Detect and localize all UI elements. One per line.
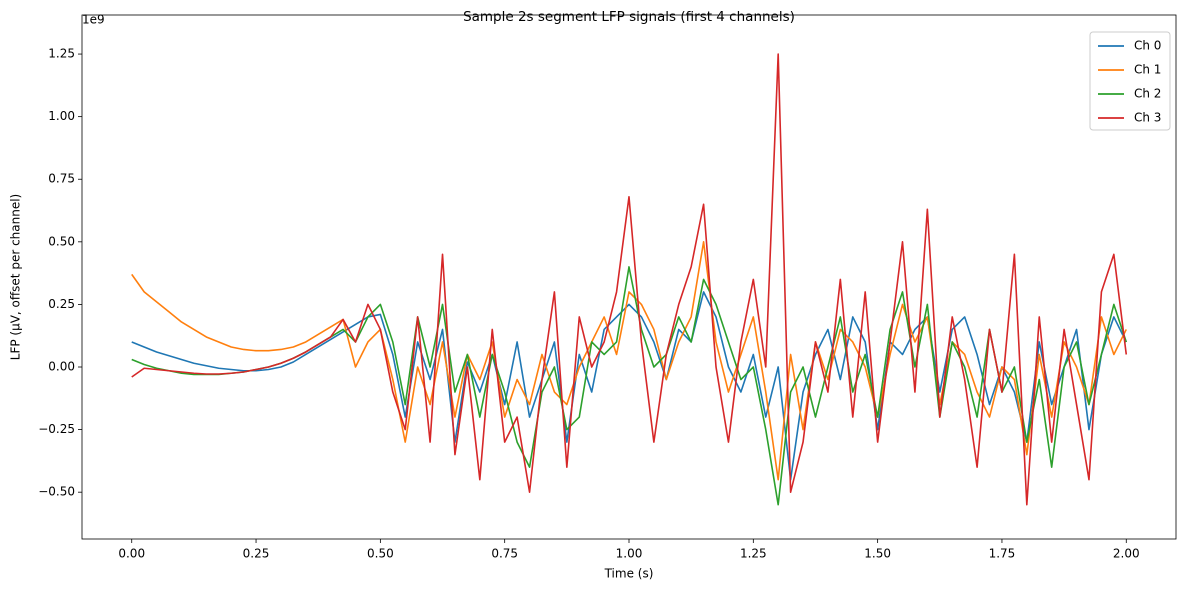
x-tick-label: 0.75	[491, 547, 518, 561]
x-tick-label: 1.25	[740, 547, 767, 561]
y-tick-label: 0.50	[48, 234, 75, 248]
axes-frame	[81, 14, 1177, 540]
y-tick-label: 1.25	[48, 47, 75, 61]
series-line	[131, 241, 1127, 481]
y-tick-label: 0.25	[48, 297, 75, 311]
y-tick-label: 0.00	[48, 360, 75, 374]
legend-label: Ch 2	[1134, 87, 1161, 101]
y-tick-label: 1.00	[48, 109, 75, 123]
y-tick-label: 0.75	[48, 172, 75, 186]
y-tick-label: −0.50	[38, 485, 75, 499]
x-tick-label: 0.50	[367, 547, 394, 561]
x-tick-label: 1.75	[989, 547, 1016, 561]
chart-title: Sample 2s segment LFP signals (first 4 c…	[463, 9, 795, 25]
x-tick-label: 2.00	[1113, 547, 1140, 561]
legend-label: Ch 0	[1134, 39, 1161, 53]
x-tick-label: 0.25	[243, 547, 270, 561]
y-tick-label: −0.25	[38, 422, 75, 436]
legend-label: Ch 1	[1134, 63, 1161, 77]
x-tick-label: 0.00	[118, 547, 145, 561]
y-offset-label: 1e9	[82, 13, 105, 27]
legend-label: Ch 3	[1134, 111, 1161, 125]
x-tick-label: 1.00	[616, 547, 643, 561]
legend-box	[1089, 31, 1171, 131]
x-axis-label: Time (s)	[604, 567, 654, 581]
x-tick-label: 1.50	[864, 547, 891, 561]
y-axis-label: LFP (µV, offset per channel)	[9, 194, 23, 360]
series-line	[131, 291, 1127, 481]
series-line	[131, 53, 1128, 506]
